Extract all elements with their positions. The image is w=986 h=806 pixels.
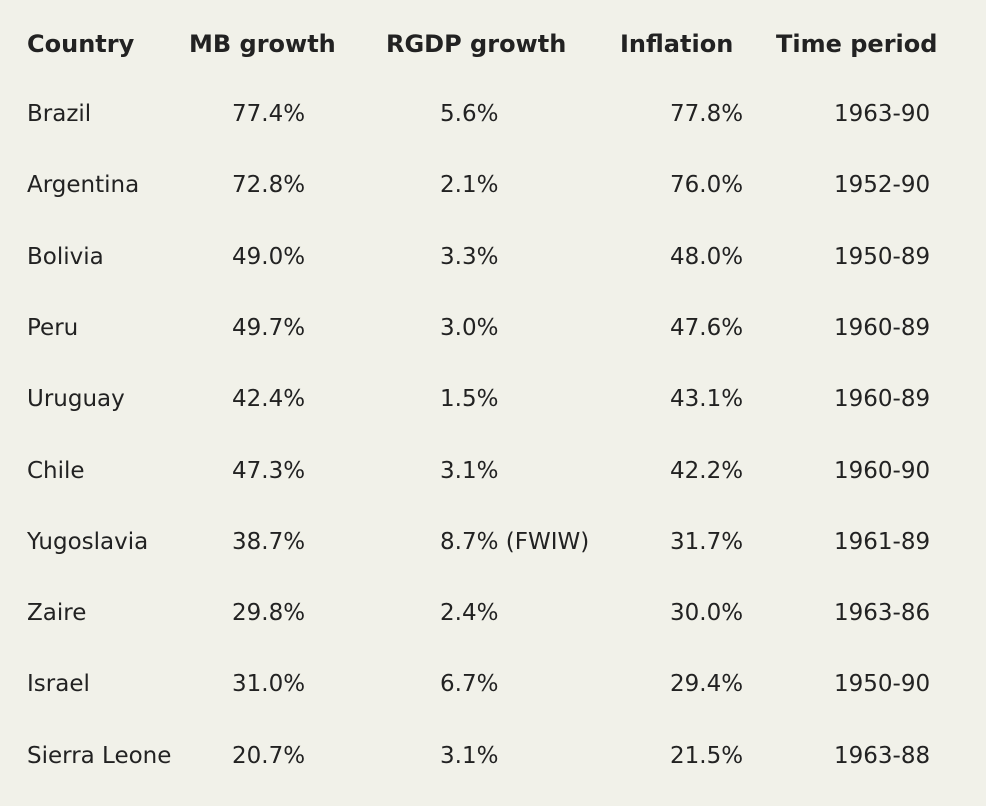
column-header: Inflation (620, 30, 734, 58)
country-cell: Peru (27, 314, 79, 341)
value-cell: 31.7% (670, 528, 744, 555)
value-cell: 76.0% (670, 172, 744, 199)
country-cell: Uruguay (27, 386, 125, 413)
value-cell: 3.3% (440, 243, 499, 270)
value-cell: 47.3% (232, 457, 306, 484)
country-cell: Chile (27, 457, 85, 484)
value-cell: 20.7% (232, 742, 306, 769)
column-header: Time period (776, 30, 938, 58)
value-cell: 2.4% (440, 600, 499, 627)
value-cell: 1960-90 (834, 457, 931, 484)
value-cell: 6.7% (440, 671, 499, 698)
value-cell: 49.0% (232, 243, 306, 270)
country-cell: Sierra Leone (27, 742, 172, 769)
column-header: RGDP growth (386, 30, 567, 58)
value-cell: 38.7% (232, 528, 306, 555)
value-cell: 42.2% (670, 457, 744, 484)
value-cell: 43.1% (670, 386, 744, 413)
value-cell: 72.8% (232, 172, 306, 199)
value-cell: 77.8% (670, 101, 744, 127)
value-cell: 49.7% (232, 314, 306, 341)
value-cell: 1950-89 (834, 243, 931, 270)
value-cell: 8.7% (FWIW) (440, 528, 590, 555)
value-cell: 2.1% (440, 172, 499, 199)
value-cell: 1963-90 (834, 101, 931, 127)
value-cell: 30.0% (670, 600, 744, 627)
column-header: Country (27, 30, 135, 58)
value-cell: 47.6% (670, 314, 744, 341)
country-cell: Israel (27, 671, 90, 698)
value-cell: 1961-89 (834, 528, 931, 555)
value-cell: 29.8% (232, 600, 306, 627)
column-header: MB growth (189, 30, 336, 58)
value-cell: 77.4% (232, 101, 306, 127)
value-cell: 1960-89 (834, 386, 931, 413)
value-cell: 3.1% (440, 742, 499, 769)
value-cell: 1960-89 (834, 314, 931, 341)
value-cell: 31.0% (232, 671, 306, 698)
country-cell: Brazil (27, 101, 92, 127)
value-cell: 1952-90 (834, 172, 931, 199)
country-cell: Yugoslavia (27, 528, 149, 555)
value-cell: 5.6% (440, 101, 499, 127)
value-cell: 42.4% (232, 386, 306, 413)
value-cell: 1963-88 (834, 742, 931, 769)
value-cell: 1.5% (440, 386, 499, 413)
value-cell: 48.0% (670, 243, 744, 270)
value-cell: 3.0% (440, 314, 499, 341)
value-cell: 1950-90 (834, 671, 931, 698)
value-cell: 3.1% (440, 457, 499, 484)
value-cell: 21.5% (670, 742, 744, 769)
country-cell: Bolivia (27, 243, 104, 270)
country-cell: Argentina (27, 172, 140, 199)
value-cell: 1963-86 (834, 600, 931, 627)
country-cell: Zaire (27, 600, 87, 627)
value-cell: 29.4% (670, 671, 744, 698)
